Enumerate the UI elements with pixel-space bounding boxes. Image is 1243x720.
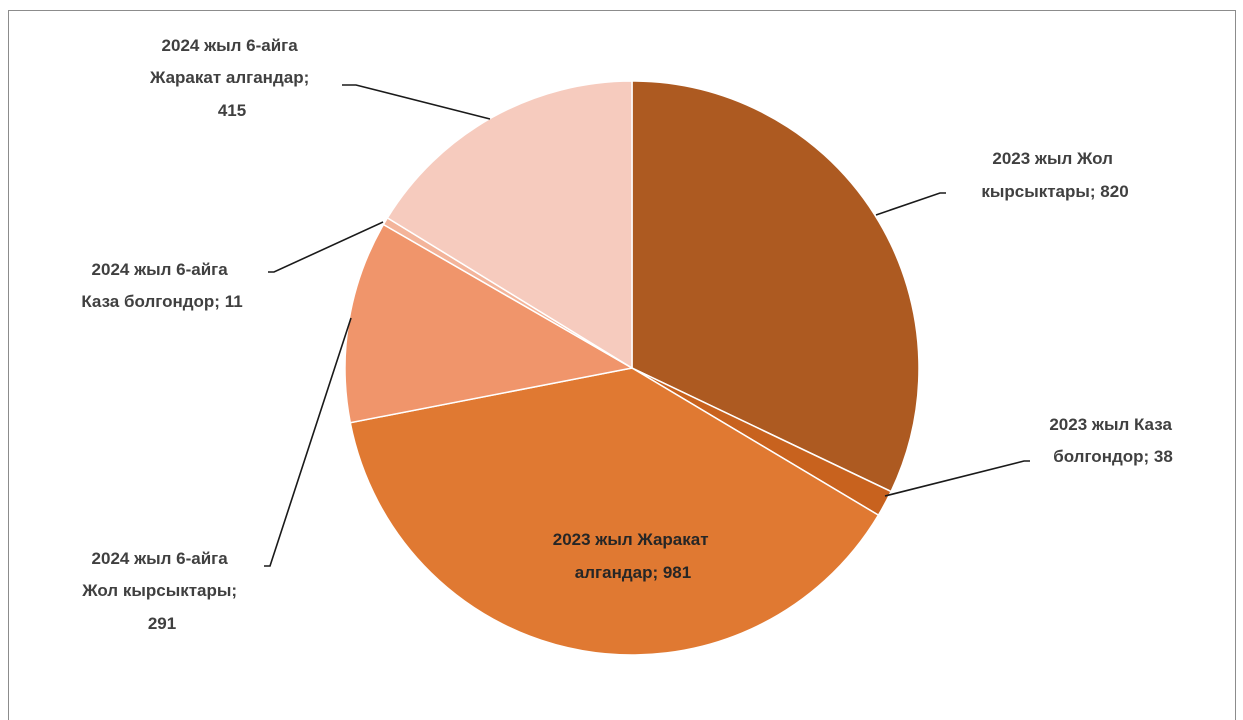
data-label-2023-injured: 2023 жыл Жаракат алгандар; 981 <box>553 530 714 582</box>
leader-line-2023-road-accidents <box>875 192 946 216</box>
data-label-2023-road-accidents: 2023 жыл Жол кырсыктары; 820 <box>981 149 1128 201</box>
leader-lines <box>264 84 1030 567</box>
data-label-2024-injured: 2024 жыл 6-айга Жаракат алгандар; 415 <box>149 36 314 120</box>
data-label-2024-road-accidents: 2024 жыл 6-айга Жол кырсыктары; 291 <box>81 549 242 633</box>
leader-line-2023-deaths <box>884 460 1030 497</box>
slice-2023-road-accidents <box>631 80 920 493</box>
leader-line-2024-injured <box>342 84 491 120</box>
slice-2023-injured <box>349 367 880 656</box>
slice-2024-road-accidents <box>344 223 635 424</box>
pie-slices <box>344 80 920 656</box>
data-label-2024-deaths: 2024 жыл 6-айга Каза болгондор; 11 <box>81 260 242 311</box>
data-label-2023-deaths: 2023 жыл Каза болгондор; 38 <box>1049 415 1176 466</box>
slice-2024-injured <box>386 80 633 370</box>
leader-line-2024-deaths <box>268 221 384 273</box>
leader-line-2024-road-accidents <box>264 317 352 567</box>
